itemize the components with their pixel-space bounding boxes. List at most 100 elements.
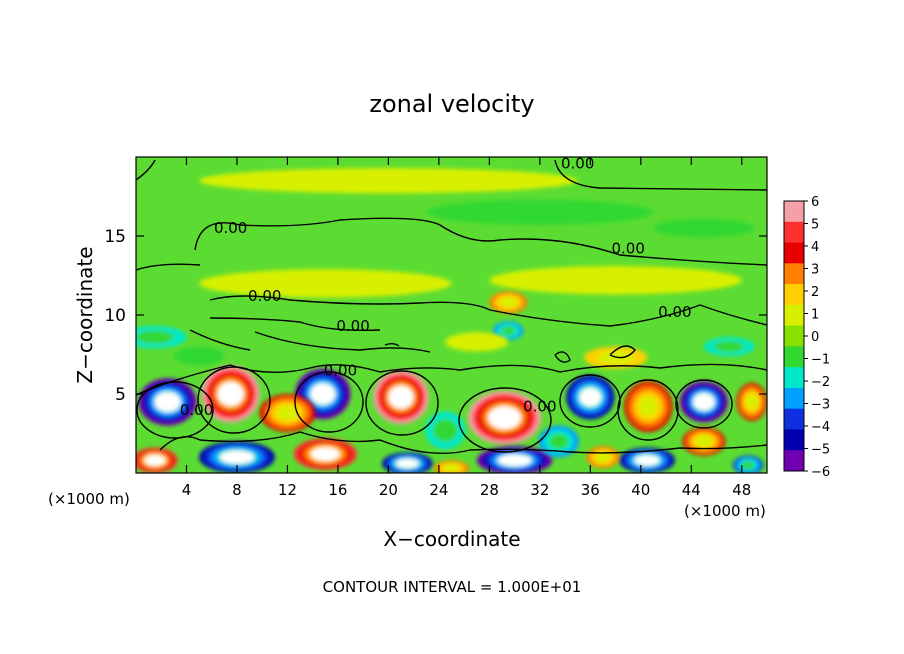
velocity-cell-core: [154, 391, 181, 412]
velocity-cell-32: [426, 199, 654, 225]
x-tick-label: 44: [682, 481, 701, 499]
velocity-cell-ring: [595, 452, 611, 463]
contour-line-middle: [136, 263, 767, 327]
contour-interval-note: CONTOUR INTERVAL = 1.000E+01: [323, 578, 582, 596]
velocity-cell-ring: [445, 332, 509, 352]
y-axis-label: Z−coordinate: [73, 246, 97, 383]
velocity-cell-31: [489, 291, 528, 314]
velocity-cell-core: [579, 387, 602, 407]
velocity-cell-1: [138, 378, 197, 426]
contour-line-top: [136, 159, 767, 191]
velocity-cell-22: [424, 411, 466, 450]
contour-small-loops: [384, 343, 636, 363]
velocity-cell-28: [445, 332, 509, 352]
colorbar-segment: [784, 429, 804, 451]
x-tick-label: 16: [328, 481, 347, 499]
colorbar-tick-label: 1: [811, 308, 819, 323]
colorbar-segment: [784, 221, 804, 244]
x-axis: 4 8 12 16 20 24 28 32 36 40 44 48: [182, 157, 751, 499]
velocity-cell-17: [682, 427, 726, 456]
velocity-cell-11: [136, 447, 178, 473]
contour-ring-cell-8: [675, 379, 733, 429]
velocity-cell-15: [433, 460, 470, 473]
colorbar-segment: [784, 242, 804, 264]
colorbar-segment: [784, 346, 804, 368]
x-tick-label: 24: [429, 481, 448, 499]
contour-label: 0.00: [180, 401, 213, 419]
colorbar-tick-label: 6: [811, 195, 819, 210]
y-axis: 5 10 15: [104, 227, 767, 405]
velocity-cell-ring: [745, 394, 758, 410]
velocity-cell-2: [201, 365, 260, 423]
colorbar-segment: [784, 304, 804, 327]
velocity-cell-33: [199, 168, 578, 194]
y-tick-label: 10: [104, 306, 126, 326]
velocity-cell-ring: [501, 326, 516, 336]
colorbar-tick-label: 2: [811, 285, 819, 300]
y-tick-label: 15: [104, 227, 126, 247]
velocity-cell-core: [219, 450, 254, 464]
contour-ring-cell-7: [617, 379, 679, 441]
x-tick-label: 20: [379, 481, 398, 499]
velocity-cell-23: [136, 326, 187, 349]
velocity-cell-10: [199, 441, 275, 473]
velocity-cell-ring: [443, 464, 460, 472]
velocity-cell-ring: [489, 266, 742, 295]
colorbar-segment: [784, 201, 804, 223]
velocity-cell-14: [476, 446, 553, 473]
velocity-cell-29: [199, 269, 452, 298]
velocity-cell-6: [566, 375, 615, 420]
velocity-cell-core: [693, 393, 715, 411]
velocity-cell-ring: [499, 297, 518, 308]
velocity-cell-ring: [638, 396, 658, 417]
velocity-cell-8: [679, 381, 728, 423]
contour-labels: 0.00 0.00 0.00 0.00 0.00 0.00 0.00 0.00 0.00: [180, 154, 692, 418]
velocity-cell-core: [311, 447, 340, 461]
velocity-cell-core: [634, 455, 660, 466]
velocity-cell-ring: [276, 405, 299, 421]
x-axis-label: X−coordinate: [383, 527, 520, 551]
colorbar-tick-label: 5: [811, 218, 819, 233]
colorbar-segment: [784, 408, 804, 430]
contour-label: 0.00: [324, 361, 357, 379]
contour-line-upper: [194, 217, 767, 266]
velocity-cell-9: [736, 382, 767, 421]
x-tick-label: 4: [182, 481, 192, 499]
contour-label: 0.00: [248, 287, 281, 305]
contour-ring-cell-3: [294, 371, 364, 433]
velocity-cell-ring: [742, 461, 755, 469]
velocity-cell-25: [493, 321, 524, 341]
velocity-cell-ring: [199, 168, 578, 194]
colorbar-tick-label: 3: [811, 263, 819, 278]
velocity-cell-core: [395, 458, 419, 469]
colorbar-tick-label: −2: [811, 375, 830, 390]
velocity-cell-4: [373, 370, 429, 425]
velocity-cell-7: [624, 381, 673, 432]
contour-ring-cell-2: [197, 366, 271, 434]
velocity-cell-ring: [653, 218, 755, 238]
velocity-cell-16: [619, 447, 675, 473]
contour-label: 0.00: [523, 398, 556, 416]
colorbar-tick-label: 4: [811, 240, 819, 255]
colorbar-segment: [784, 367, 804, 389]
x-tick-label: 12: [278, 481, 297, 499]
velocity-cell-core: [217, 382, 244, 406]
contour-label: 0.00: [336, 317, 369, 335]
x-tick-label: 8: [232, 481, 242, 499]
velocity-cell-13: [382, 452, 433, 473]
velocity-cell-12: [293, 438, 357, 470]
colorbar-segment: [784, 263, 804, 285]
x-unit-right: (×1000 m): [684, 502, 766, 520]
velocity-cell-18: [586, 446, 620, 469]
velocity-cell-ring: [695, 435, 713, 448]
velocity-cell-ring: [713, 340, 745, 353]
velocity-field: [136, 168, 767, 473]
x-tick-label: 40: [631, 481, 650, 499]
velocity-cell-ring: [549, 434, 569, 449]
velocity-cell-core: [488, 406, 521, 429]
velocity-cell-core: [388, 385, 414, 409]
velocity-cell-34: [653, 218, 755, 238]
y-tick-label: 5: [115, 385, 126, 405]
colorbar-tick-label: −6: [811, 465, 830, 480]
